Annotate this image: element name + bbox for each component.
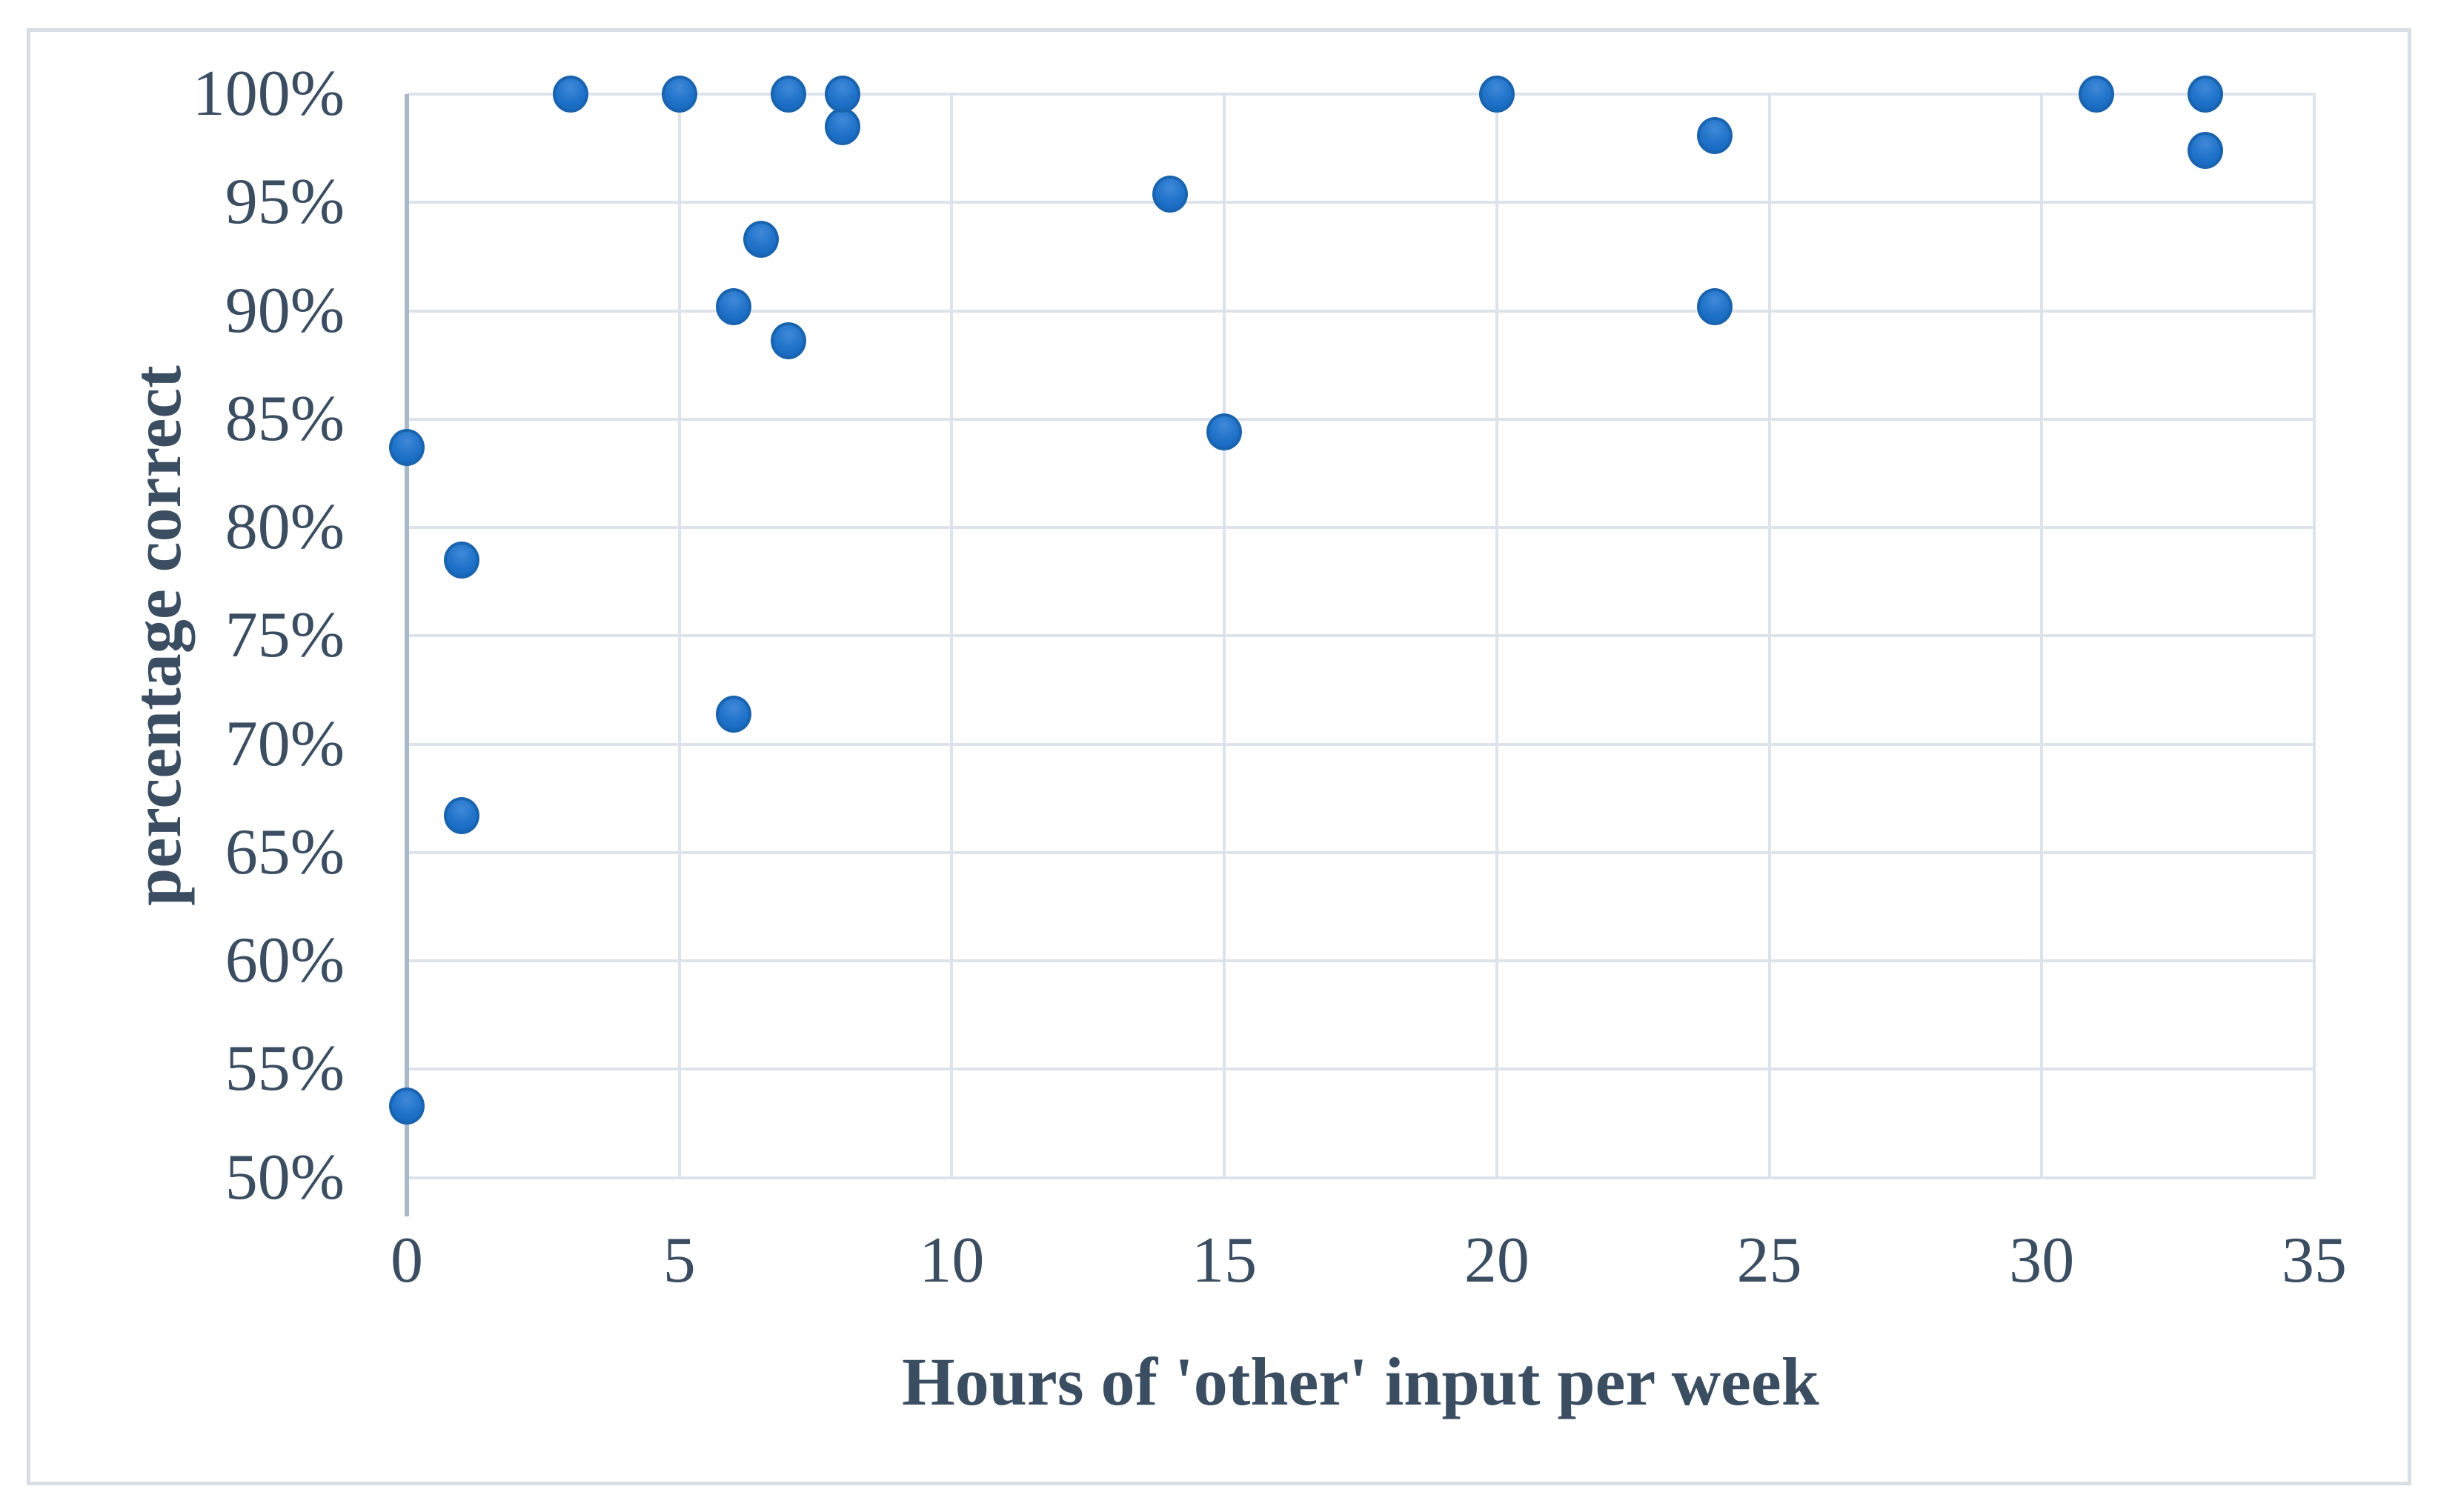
data-point [389, 428, 425, 466]
data-point [716, 695, 752, 733]
data-point [770, 322, 806, 360]
gridline-y-70 [407, 742, 2316, 746]
gridline-x-25 [1767, 94, 1771, 1179]
data-point [743, 220, 780, 258]
data-point [1697, 287, 1733, 325]
x-tick-label: 25 [1736, 1225, 1802, 1296]
x-tick-label: 5 [662, 1225, 696, 1296]
data-point [770, 76, 806, 113]
x-tick-label: 10 [919, 1225, 985, 1296]
y-tick-label: 80% [225, 491, 345, 563]
gridline-y-85 [407, 417, 2316, 421]
y-tick-label: 65% [225, 816, 345, 888]
y-tick-label: 50% [225, 1141, 345, 1213]
y-tick-label: 55% [225, 1033, 345, 1105]
x-axis-title: Hours of 'other' input per week [902, 1344, 1819, 1419]
gridline-y-65 [407, 850, 2316, 854]
y-tick-label: 70% [225, 707, 345, 780]
data-point [661, 76, 697, 113]
gridline-y-75 [407, 634, 2316, 638]
data-point [1478, 76, 1515, 113]
gridline-y-90 [407, 309, 2316, 313]
y-tick-label: 60% [225, 925, 345, 996]
gridline-x-10 [950, 94, 954, 1179]
x-tick-label: 20 [1464, 1225, 1529, 1296]
y-tick-label: 100% [192, 58, 345, 130]
x-tick-label: 30 [2009, 1225, 2075, 1296]
y-axis-line [405, 94, 409, 1178]
gridline-x-30 [2040, 94, 2044, 1179]
gridline-y-95 [407, 201, 2316, 204]
data-point [2187, 132, 2223, 170]
data-point [825, 76, 861, 113]
data-point [2078, 76, 2114, 113]
gridline-y-55 [407, 1068, 2316, 1071]
x-tick-label: 35 [2282, 1225, 2347, 1296]
gridline-y-60 [407, 959, 2316, 962]
data-point [1697, 116, 1733, 154]
x-axis-origin-tick [405, 1177, 409, 1216]
data-point [2187, 76, 2223, 113]
gridline-x-35 [2313, 94, 2316, 1179]
data-point [389, 1087, 425, 1125]
gridline-x-5 [677, 94, 681, 1179]
y-tick-label: 75% [225, 599, 345, 672]
data-point [443, 797, 479, 835]
data-point [443, 541, 479, 579]
x-tick-label: 15 [1192, 1225, 1258, 1296]
data-point [552, 76, 588, 113]
y-tick-label: 85% [225, 382, 345, 455]
y-axis-title: percentage correct [119, 365, 195, 906]
data-point [825, 107, 861, 145]
gridline-x-20 [1495, 94, 1498, 1179]
data-point [1206, 413, 1243, 451]
data-point [716, 287, 752, 325]
gridline-y-50 [407, 1176, 2316, 1179]
chart-frame [27, 28, 2411, 1485]
data-point [1152, 175, 1188, 213]
gridline-y-100 [407, 93, 2316, 96]
gridline-x-15 [1223, 94, 1226, 1179]
gridline-y-80 [407, 526, 2316, 529]
y-tick-label: 95% [225, 166, 345, 239]
y-tick-label: 90% [225, 274, 345, 347]
x-tick-label: 0 [391, 1225, 423, 1296]
